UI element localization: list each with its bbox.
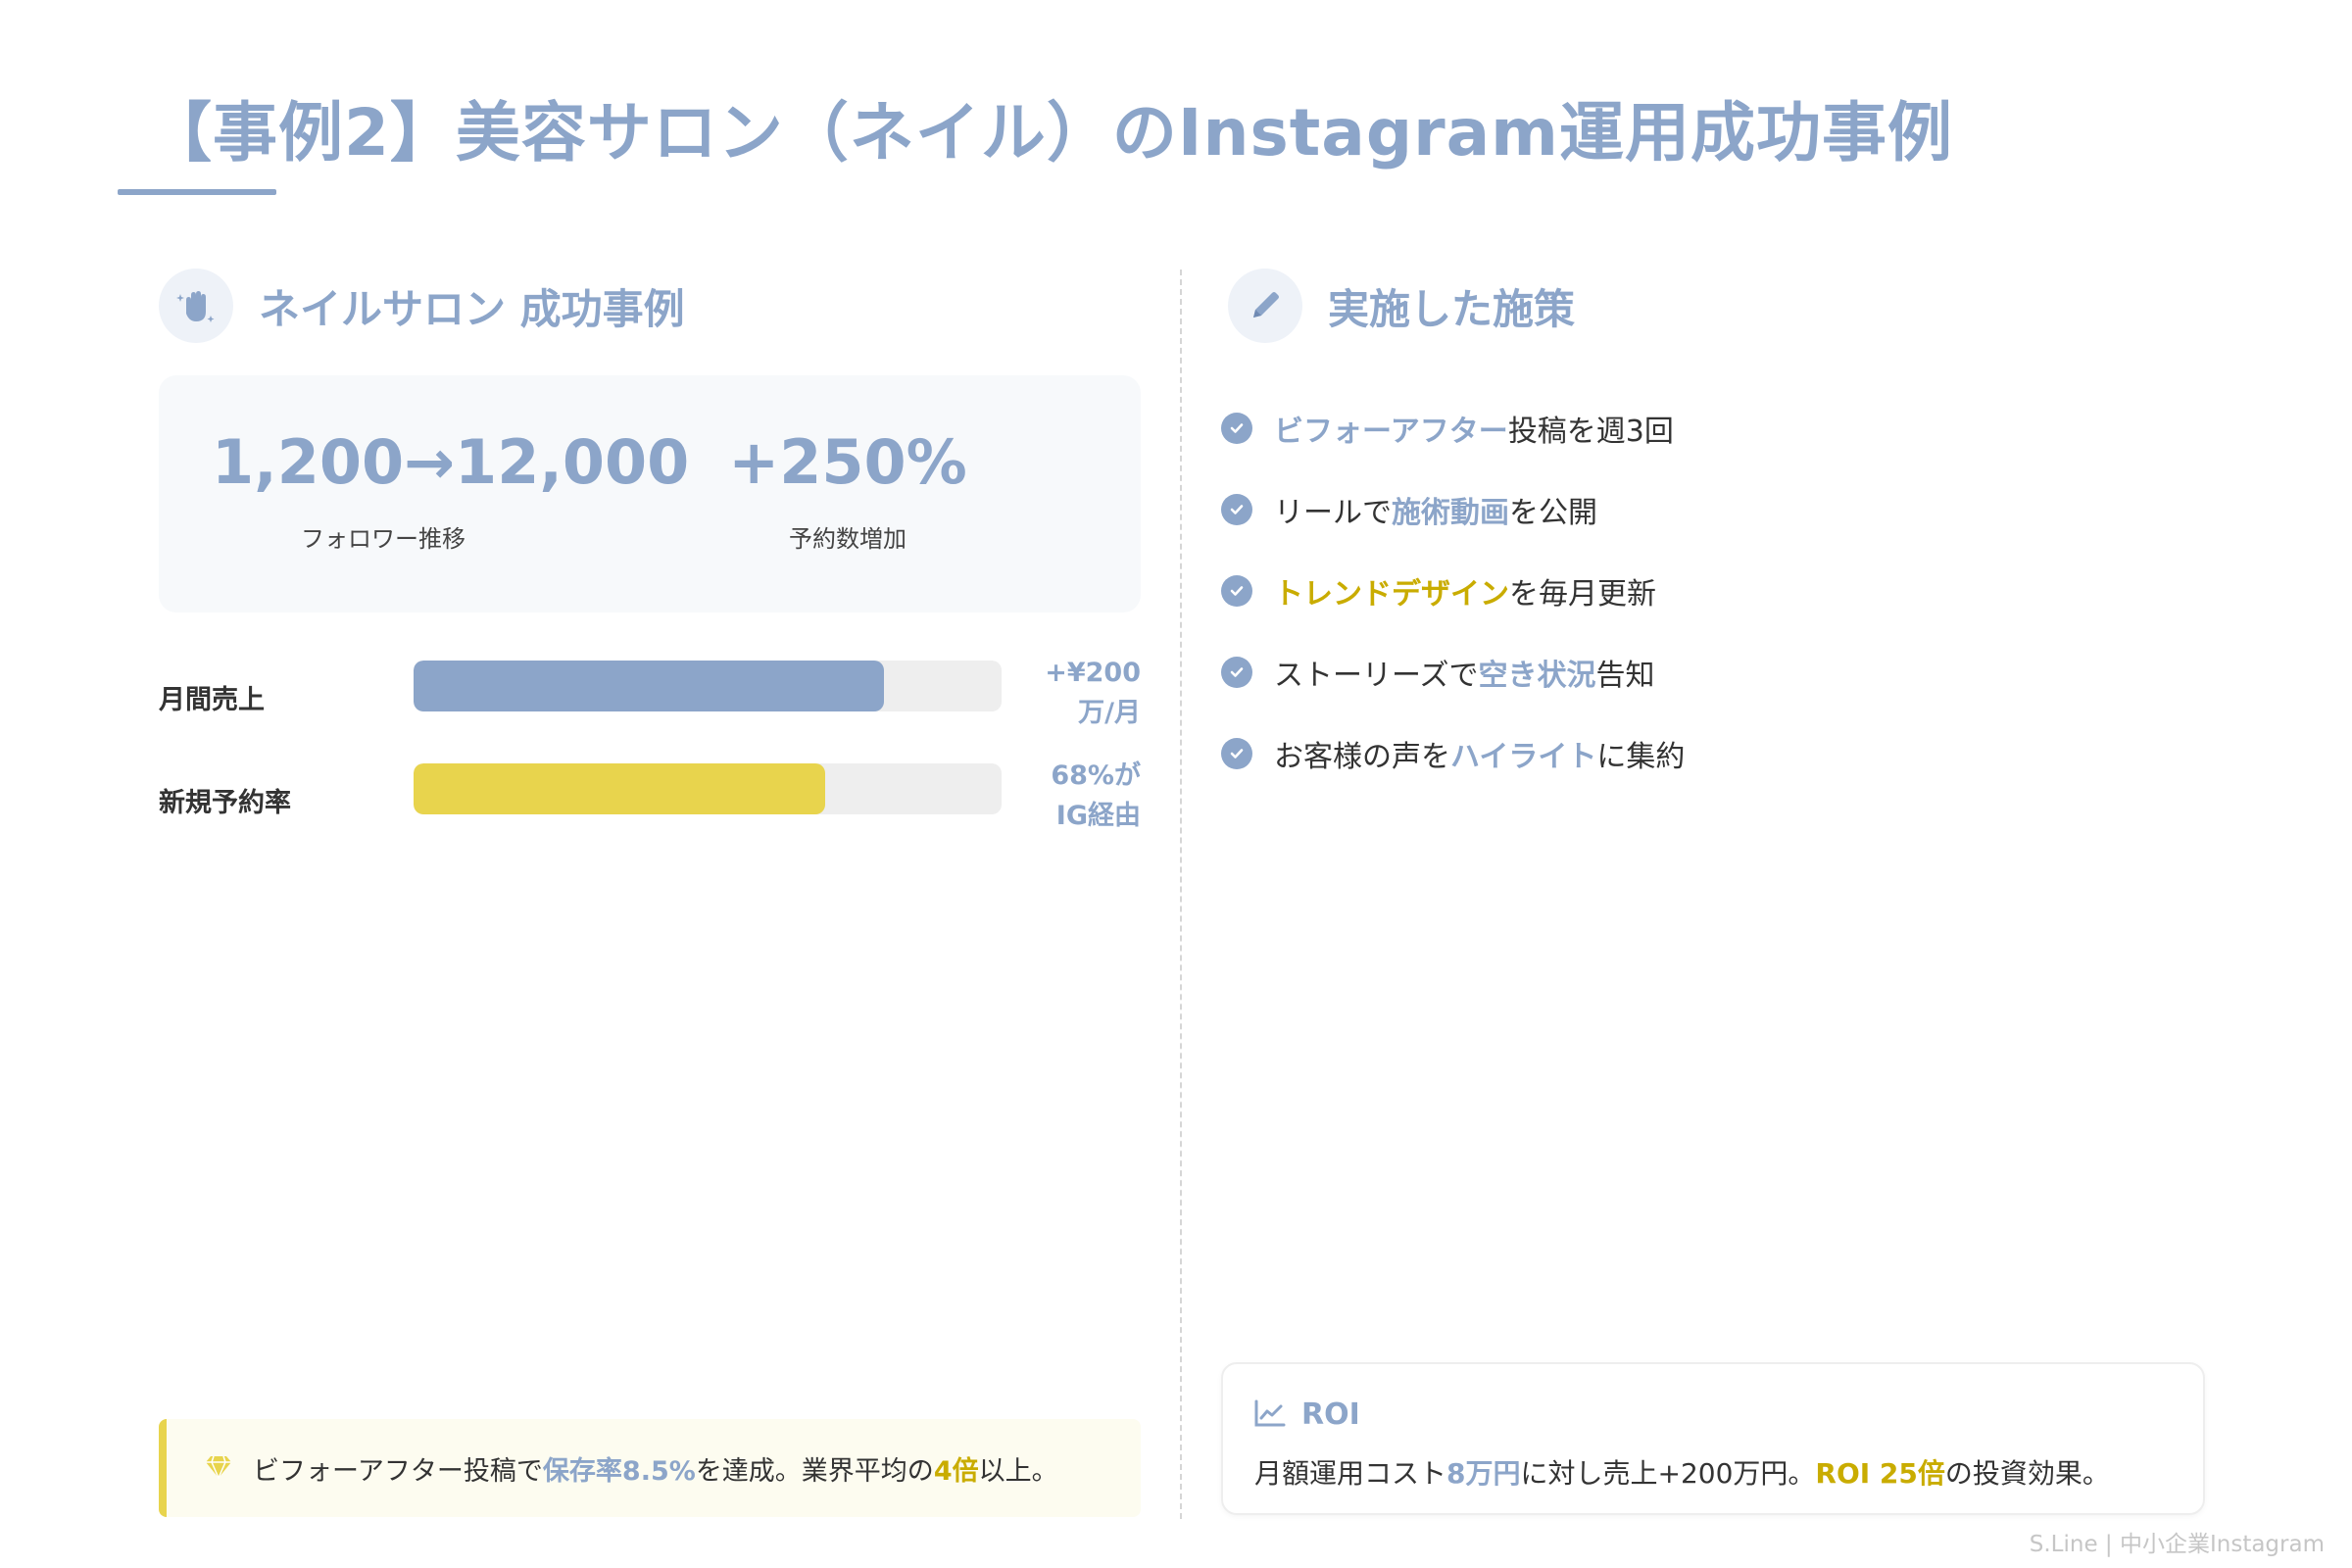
right-section-title: 実施した施策 bbox=[1328, 284, 1576, 333]
list-item: お客様の声をハイライトに集約 bbox=[1221, 712, 2201, 794]
bar-label: 新規予約率 bbox=[159, 788, 291, 818]
title-underline bbox=[118, 189, 276, 195]
roi-header: ROI bbox=[1254, 1397, 1360, 1432]
pencil-icon bbox=[1228, 269, 1302, 343]
stat-followers: 1,200→12,000 フォロワー推移 bbox=[212, 426, 690, 554]
footer-credit: S.Line | 中小企業Instagram bbox=[2029, 1532, 2325, 1557]
progress-track bbox=[414, 763, 1002, 814]
list-item: ビフォーアフター投稿を週3回 bbox=[1221, 387, 2201, 468]
stats-box: 1,200→12,000 フォロワー推移 +250% 予約数増加 bbox=[159, 375, 1141, 612]
stat-value: +250% bbox=[728, 426, 967, 498]
right-section-header: 実施した施策 bbox=[1228, 269, 1575, 343]
hand-sparkle-icon bbox=[159, 269, 233, 343]
bar-value: 68%がIG経由 bbox=[1051, 760, 1141, 831]
list-item: リールで施術動画を公開 bbox=[1221, 468, 2201, 550]
check-circle-icon bbox=[1221, 412, 1252, 444]
callout-box: ビフォーアフター投稿で保存率8.5%を達成。業界平均の4倍以上。 bbox=[159, 1419, 1141, 1517]
progress-fill bbox=[414, 763, 825, 814]
measure-text: ストーリーズで空き状況告知 bbox=[1274, 658, 1655, 693]
page-title: 【事例2】美容サロン（ネイル）のInstagram運用成功事例 bbox=[147, 95, 1953, 171]
measure-text: トレンドデザインを毎月更新 bbox=[1274, 576, 1656, 612]
check-circle-icon bbox=[1221, 493, 1252, 525]
left-section-header: ネイルサロン 成功事例 bbox=[159, 269, 685, 343]
gem-icon bbox=[204, 1451, 233, 1485]
bar-value: +¥200万/月 bbox=[1045, 658, 1141, 728]
chart-line-icon bbox=[1254, 1399, 1286, 1431]
list-item: ストーリーズで空き状況告知 bbox=[1221, 631, 2201, 712]
stat-label: フォロワー推移 bbox=[301, 525, 466, 553]
measures-list: ビフォーアフター投稿を週3回 リールで施術動画を公開 トレンドデザインを毎月更新… bbox=[1221, 387, 2201, 794]
stat-label: 予約数増加 bbox=[789, 525, 906, 553]
column-divider bbox=[1180, 270, 1182, 1519]
stat-bookings: +250% 予約数増加 bbox=[725, 426, 970, 554]
check-circle-icon bbox=[1221, 574, 1252, 607]
roi-title: ROI bbox=[1301, 1397, 1360, 1432]
measure-text: リールで施術動画を公開 bbox=[1274, 495, 1597, 530]
roi-text: 月額運用コスト8万円に対し売上+200万円。ROI 25倍の投資効果。 bbox=[1254, 1457, 2110, 1490]
check-circle-icon bbox=[1221, 737, 1252, 769]
callout-text: ビフォーアフター投稿で保存率8.5%を達成。業界平均の4倍以上。 bbox=[253, 1455, 1058, 1487]
progress-fill bbox=[414, 661, 884, 711]
measure-text: ビフォーアフター投稿を週3回 bbox=[1274, 414, 1674, 449]
stat-value: 1,200→12,000 bbox=[212, 426, 690, 498]
bar-row-monthly-sales: 月間売上 +¥200万/月 bbox=[159, 658, 1141, 739]
bar-label: 月間売上 bbox=[159, 685, 265, 715]
progress-track bbox=[414, 661, 1002, 711]
check-circle-icon bbox=[1221, 656, 1252, 688]
left-section-title: ネイルサロン 成功事例 bbox=[259, 284, 685, 333]
bar-row-new-booking-rate: 新規予約率 68%がIG経由 bbox=[159, 760, 1141, 842]
roi-card: ROI 月額運用コスト8万円に対し売上+200万円。ROI 25倍の投資効果。 bbox=[1221, 1362, 2205, 1515]
measure-text: お客様の声をハイライトに集約 bbox=[1274, 739, 1686, 774]
list-item: トレンドデザインを毎月更新 bbox=[1221, 550, 2201, 631]
